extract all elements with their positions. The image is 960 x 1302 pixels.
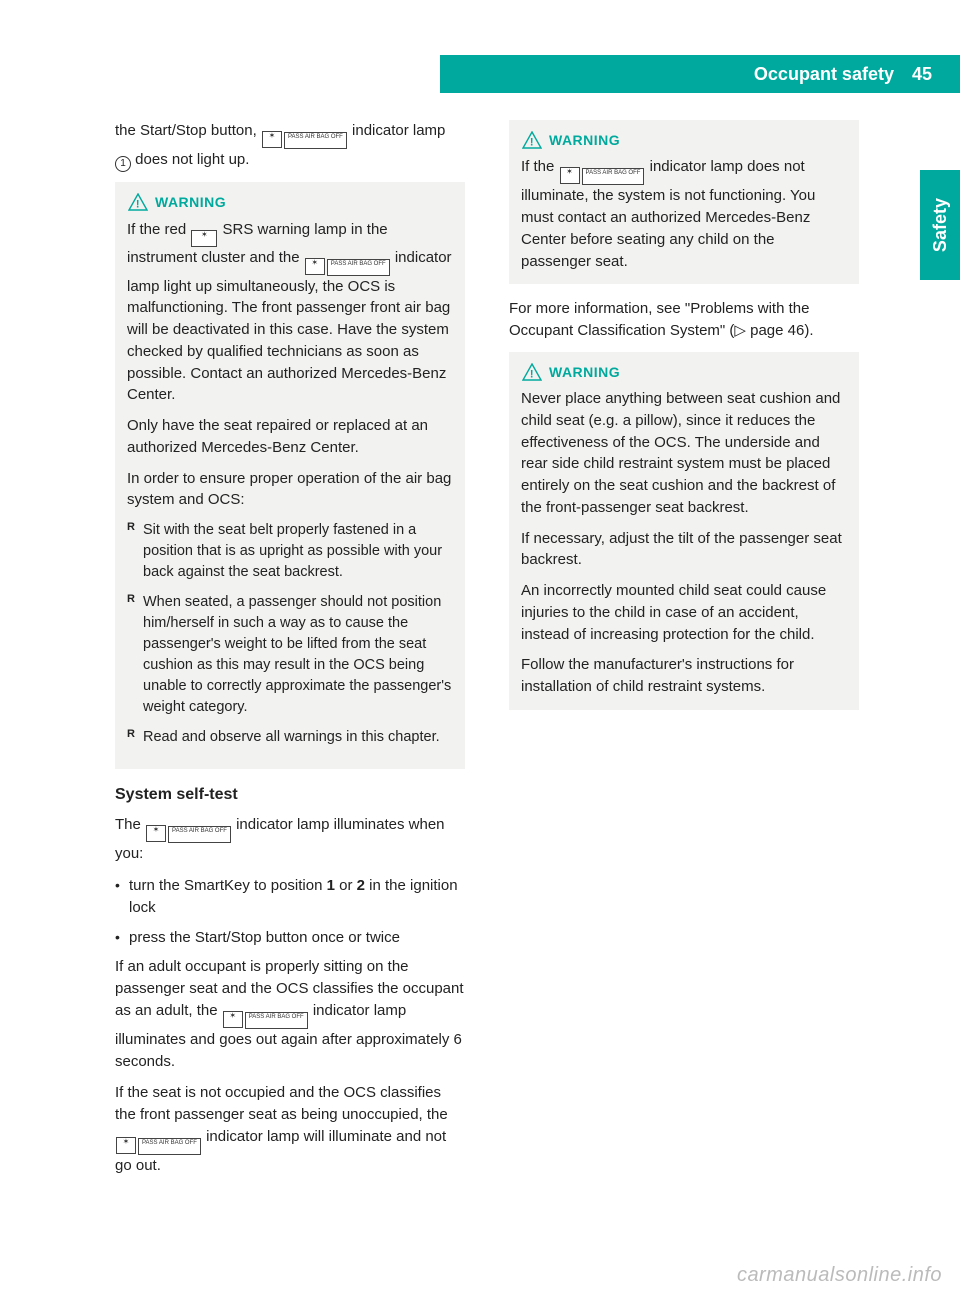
w3-p3: An incorrectly mounted child seat could … bbox=[521, 580, 847, 645]
warning-icon: ! bbox=[521, 130, 543, 150]
w1-p1a: If the red bbox=[127, 221, 190, 238]
st-b1-bold2: 2 bbox=[357, 877, 365, 894]
intro-text-a: the Start/Stop button, bbox=[115, 122, 261, 139]
st-p1: The ✶PASS AIR BAG OFF indicator lamp ill… bbox=[115, 814, 465, 865]
page-number: 45 bbox=[912, 61, 932, 87]
warning-title: ! WARNING bbox=[521, 362, 847, 382]
warning-icon: ! bbox=[127, 192, 149, 212]
arrow-icon: ▷ bbox=[734, 322, 746, 339]
mid-paragraph: For more information, see "Problems with… bbox=[509, 298, 859, 342]
st-b1-bold1: 1 bbox=[327, 877, 335, 894]
intro-paragraph: the Start/Stop button, ✶PASS AIR BAG OFF… bbox=[115, 120, 465, 172]
w1-r3: Read and observe all warnings in this ch… bbox=[127, 727, 453, 748]
airbag-off-icon: PASS AIR BAG OFF bbox=[327, 259, 390, 276]
header-bar: Occupant safety 45 bbox=[440, 55, 960, 93]
srs-icon: ✶ bbox=[191, 230, 217, 247]
section-title: Occupant safety bbox=[754, 61, 894, 87]
airbag-off-icon: PASS AIR BAG OFF bbox=[582, 168, 645, 185]
w2-p1a: If the bbox=[521, 158, 559, 175]
w3-p1: Never place anything between seat cushio… bbox=[521, 388, 847, 519]
st-p2: If an adult occupant is properly sitting… bbox=[115, 956, 465, 1072]
mid-p-b: page 46). bbox=[746, 322, 814, 339]
w1-p2: Only have the seat repaired or replaced … bbox=[127, 415, 453, 459]
side-tab: Safety bbox=[920, 170, 960, 280]
w1-p1: If the red ✶ SRS warning lamp in the ins… bbox=[127, 219, 453, 407]
svg-text:!: ! bbox=[530, 368, 534, 380]
st-p2a: If an adult occupant is properly sitting… bbox=[115, 958, 464, 1019]
w1-p1c: indicator lamp light up simultaneously, … bbox=[127, 249, 452, 404]
callout-1: 1 bbox=[115, 156, 131, 172]
airbag-off-icon: PASS AIR BAG OFF bbox=[245, 1012, 308, 1029]
intro-text-b: indicator lamp bbox=[352, 122, 445, 139]
warning-label: WARNING bbox=[155, 192, 226, 212]
occupant-icon: ✶ bbox=[560, 167, 580, 184]
airbag-off-icon: PASS AIR BAG OFF bbox=[168, 826, 231, 843]
st-p3a: If the seat is not occupied and the OCS … bbox=[115, 1084, 448, 1123]
svg-text:!: ! bbox=[136, 199, 140, 211]
st-p1a: The bbox=[115, 816, 145, 833]
st-b1-or: or bbox=[335, 877, 357, 894]
st-b2: press the Start/Stop button once or twic… bbox=[115, 927, 465, 949]
w3-p4: Follow the manufacturer's instructions f… bbox=[521, 654, 847, 698]
w1-r1: Sit with the seat belt properly fastened… bbox=[127, 520, 453, 583]
occupant-icon: ✶ bbox=[262, 131, 282, 148]
airbag-off-icon: PASS AIR BAG OFF bbox=[138, 1138, 201, 1155]
svg-text:!: ! bbox=[530, 137, 534, 149]
left-column: the Start/Stop button, ✶PASS AIR BAG OFF… bbox=[115, 120, 465, 1187]
warning-icon: ! bbox=[521, 362, 543, 382]
warning-box-1: ! WARNING If the red ✶ SRS warning lamp … bbox=[115, 182, 465, 769]
warning-label: WARNING bbox=[549, 362, 620, 382]
right-column: ! WARNING If the ✶PASS AIR BAG OFF indic… bbox=[509, 120, 859, 1187]
watermark: carmanualsonline.info bbox=[737, 1261, 942, 1290]
warning-box-3: ! WARNING Never place anything between s… bbox=[509, 352, 859, 710]
selftest-heading: System self-test bbox=[115, 783, 465, 806]
st-b1: turn the SmartKey to position 1 or 2 in … bbox=[115, 875, 465, 919]
st-bullets: turn the SmartKey to position 1 or 2 in … bbox=[115, 875, 465, 948]
warning-label: WARNING bbox=[549, 130, 620, 150]
w1-p3: In order to ensure proper operation of t… bbox=[127, 468, 453, 512]
side-tab-label: Safety bbox=[927, 198, 953, 252]
occupant-icon: ✶ bbox=[146, 825, 166, 842]
occupant-icon: ✶ bbox=[223, 1011, 243, 1028]
intro-text-c: does not light up. bbox=[135, 151, 249, 168]
occupant-icon: ✶ bbox=[305, 258, 325, 275]
warning-box-2: ! WARNING If the ✶PASS AIR BAG OFF indic… bbox=[509, 120, 859, 284]
airbag-off-icon: PASS AIR BAG OFF bbox=[284, 132, 347, 149]
w3-p2: If necessary, adjust the tilt of the pas… bbox=[521, 528, 847, 572]
w2-p1: If the ✶PASS AIR BAG OFF indicator lamp … bbox=[521, 156, 847, 272]
occupant-icon: ✶ bbox=[116, 1137, 136, 1154]
warning-title: ! WARNING bbox=[127, 192, 453, 212]
st-p3: If the seat is not occupied and the OCS … bbox=[115, 1082, 465, 1176]
st-b1-a: turn the SmartKey to position bbox=[129, 877, 327, 894]
w1-bullets: Sit with the seat belt properly fastened… bbox=[127, 520, 453, 748]
warning-title: ! WARNING bbox=[521, 130, 847, 150]
w1-r2: When seated, a passenger should not posi… bbox=[127, 592, 453, 718]
